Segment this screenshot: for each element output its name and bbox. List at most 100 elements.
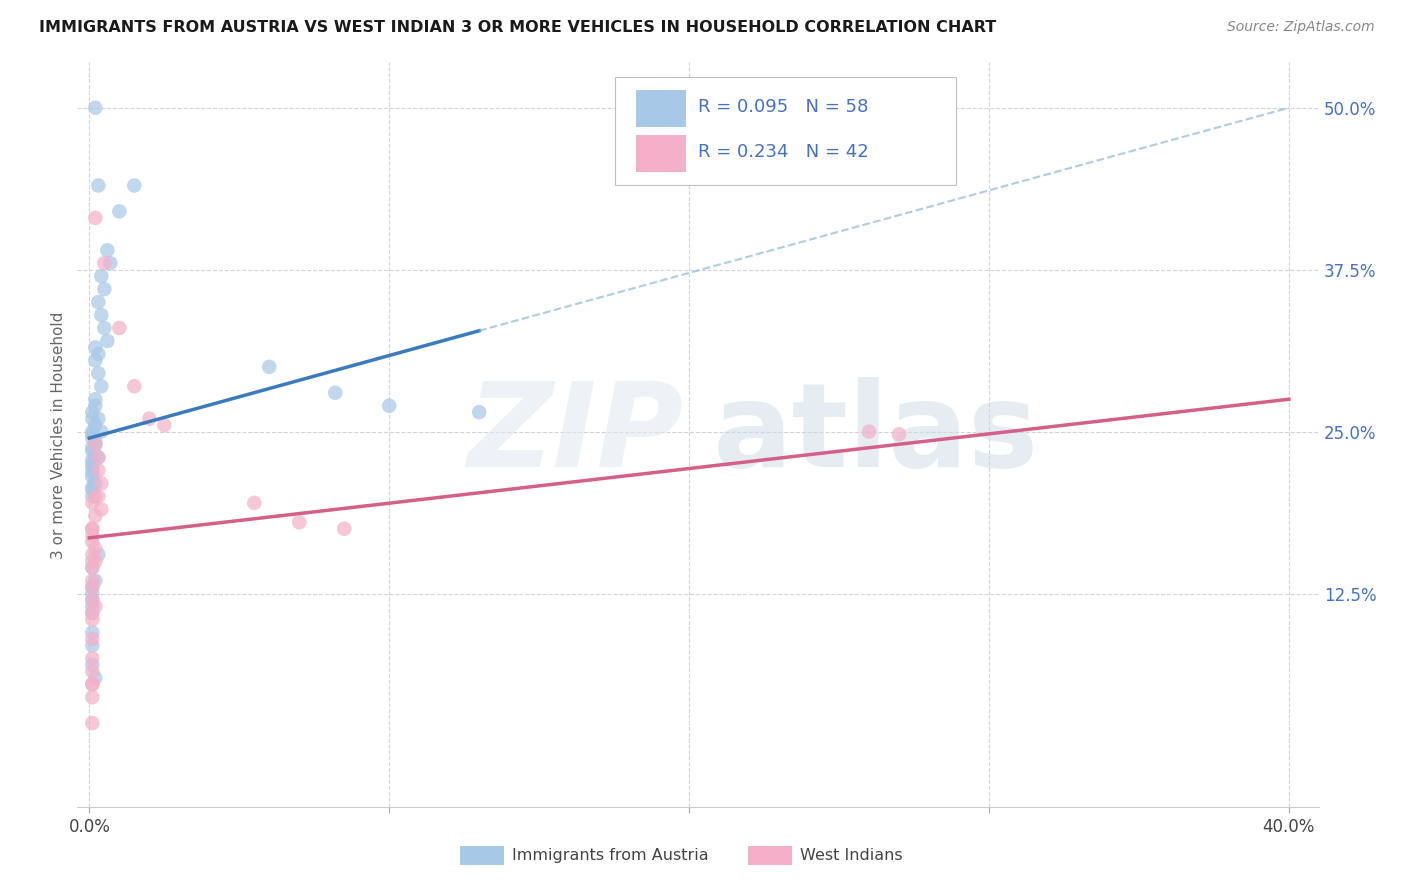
Text: atlas: atlas [713, 377, 1039, 492]
Point [84, 489, 107, 503]
Point [82, 612, 104, 626]
Text: ZIP: ZIP [467, 377, 683, 492]
Point [82, 534, 104, 549]
Point [82, 480, 104, 494]
Point [82, 453, 104, 467]
Point [82, 638, 104, 652]
Point [84, 448, 107, 462]
Point [82, 427, 104, 442]
Point [82, 665, 104, 679]
Point [82, 548, 104, 562]
Point [243, 496, 266, 510]
Point [82, 599, 104, 614]
Point [124, 379, 146, 393]
Point [82, 593, 104, 607]
Point [82, 716, 104, 731]
Point [87, 347, 110, 361]
Point [82, 431, 104, 445]
Point [82, 560, 104, 574]
Point [138, 411, 160, 425]
Point [82, 554, 104, 568]
Point [82, 651, 104, 665]
Point [87, 463, 110, 477]
Point [84, 574, 107, 588]
Point [84, 399, 107, 413]
Text: Source: ZipAtlas.com: Source: ZipAtlas.com [1227, 20, 1375, 34]
Point [87, 489, 110, 503]
Point [468, 405, 491, 419]
Point [124, 178, 146, 193]
Point [82, 461, 104, 475]
Point [82, 574, 104, 588]
Text: R = 0.234   N = 42: R = 0.234 N = 42 [699, 143, 869, 161]
Point [82, 466, 104, 480]
Point [87, 295, 110, 310]
Text: R = 0.095   N = 58: R = 0.095 N = 58 [699, 98, 869, 116]
Text: West Indians: West Indians [800, 848, 903, 863]
Point [82, 580, 104, 594]
Point [323, 385, 346, 400]
Point [84, 541, 107, 556]
Point [96, 334, 118, 348]
Point [84, 418, 107, 433]
Point [887, 427, 910, 442]
Point [378, 399, 401, 413]
Point [84, 434, 107, 449]
Point [82, 593, 104, 607]
Point [90, 502, 112, 516]
Point [82, 483, 104, 497]
Point [84, 554, 107, 568]
Point [84, 437, 107, 451]
Point [288, 516, 311, 530]
FancyBboxPatch shape [614, 78, 956, 186]
Point [96, 244, 118, 258]
Point [98, 256, 121, 270]
Point [84, 437, 107, 451]
Point [82, 677, 104, 691]
Text: IMMIGRANTS FROM AUSTRIA VS WEST INDIAN 3 OR MORE VEHICLES IN HOUSEHOLD CORRELATI: IMMIGRANTS FROM AUSTRIA VS WEST INDIAN 3… [39, 20, 997, 35]
Point [84, 353, 107, 368]
Point [82, 690, 104, 705]
Point [82, 440, 104, 454]
Point [93, 321, 115, 335]
Point [87, 450, 110, 465]
Point [82, 522, 104, 536]
Point [82, 657, 104, 672]
Point [90, 476, 112, 491]
Point [333, 522, 356, 536]
Point [82, 677, 104, 691]
Point [82, 522, 104, 536]
Point [84, 211, 107, 225]
Point [87, 411, 110, 425]
Point [84, 599, 107, 614]
Point [858, 425, 880, 439]
Point [82, 528, 104, 542]
Point [90, 425, 112, 439]
Point [82, 444, 104, 458]
Point [259, 359, 281, 374]
Point [82, 632, 104, 646]
Point [87, 367, 110, 381]
Point [82, 489, 104, 503]
Point [82, 606, 104, 620]
Point [82, 457, 104, 471]
Point [90, 308, 112, 322]
Point [82, 560, 104, 574]
Point [82, 411, 104, 425]
Point [84, 392, 107, 407]
FancyBboxPatch shape [636, 90, 686, 128]
Point [108, 321, 131, 335]
Text: Immigrants from Austria: Immigrants from Austria [512, 848, 709, 863]
Point [84, 671, 107, 685]
Point [108, 204, 131, 219]
Point [82, 586, 104, 600]
Point [82, 625, 104, 640]
Y-axis label: 3 or more Vehicles in Household: 3 or more Vehicles in Household [51, 311, 66, 558]
FancyBboxPatch shape [748, 846, 793, 864]
Point [90, 379, 112, 393]
FancyBboxPatch shape [636, 135, 686, 172]
Point [87, 178, 110, 193]
Point [82, 405, 104, 419]
FancyBboxPatch shape [460, 846, 505, 864]
Point [84, 508, 107, 523]
